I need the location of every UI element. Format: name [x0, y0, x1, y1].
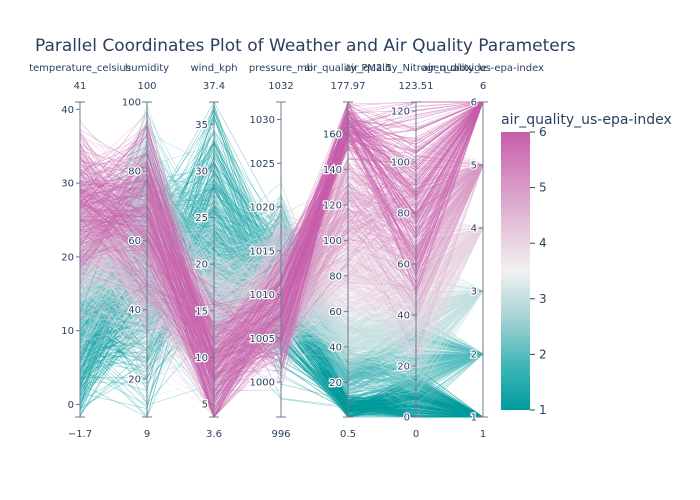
axis-tick-label: 5	[202, 399, 208, 410]
axis-tick-label: 5	[471, 161, 477, 172]
axis-tick-label: 100	[391, 157, 410, 168]
axis-tick-label: 60	[128, 236, 141, 247]
axis-min-label: 3.6	[206, 429, 222, 440]
axis-max-label: 100	[137, 81, 156, 92]
axis-max-label: 177.97	[331, 81, 366, 92]
axis-max-label: 1032	[268, 81, 293, 92]
axis-tick-label: 1030	[250, 115, 275, 126]
axis-tick-label: 1020	[250, 203, 275, 214]
axis-tick-label: 80	[397, 208, 410, 219]
axis-tick-label: 2	[471, 350, 477, 361]
axis-title: pressure_mb	[249, 63, 313, 74]
colorbar-tick-label: 6	[539, 125, 547, 139]
axis-pressure_mb: pressure_mb 1032 996 1000 1005 1010 1015 1020 10…	[248, 63, 313, 440]
axis-air_quality_PM2.5: air_quality_PM2.5 177.97 0.5 20 40 60 80 100 120…	[304, 63, 392, 440]
axis-title: air_quality_PM2.5	[304, 63, 392, 74]
axis-tick-label: 40	[61, 105, 74, 116]
colorbar-tick-label: 3	[539, 292, 547, 306]
axis-tick-label: 80	[128, 167, 141, 178]
axis-tick-label: 20	[61, 252, 74, 263]
axis-tick-label: 100	[122, 98, 141, 109]
axis-min-label: 0	[413, 429, 419, 440]
axis-max-label: 123.51	[399, 81, 434, 92]
colorbar-gradient	[501, 132, 530, 410]
axis-title: air_quality_us-epa-index	[422, 63, 544, 74]
axis-tick-label: 1000	[250, 378, 275, 389]
axis-tick-label: 3	[471, 287, 477, 298]
axis-tick-label: 1025	[250, 159, 275, 170]
axis-tick-label: 40	[397, 310, 410, 321]
axis-tick-label: 20	[329, 378, 342, 389]
axis-tick-label: 60	[397, 259, 410, 270]
colorbar-tick-label: 4	[539, 236, 547, 250]
colorbar-tick-label: 1	[539, 403, 547, 417]
axis-tick-label: 80	[329, 271, 342, 282]
colorbar: air_quality_us-epa-index 1 2 3 4 5 6	[501, 112, 672, 417]
axis-tick-label: 0	[68, 400, 74, 411]
colorbar-tick-label: 5	[539, 181, 547, 195]
axis-title: humidity	[125, 63, 169, 74]
axis-min-label: 0.5	[340, 429, 356, 440]
axis-tick-label: 25	[195, 213, 208, 224]
colorbar-title: air_quality_us-epa-index	[501, 112, 672, 128]
axis-title: air_quality_Nitrogen_dioxide	[345, 63, 486, 74]
axis-tick-label: 6	[471, 98, 477, 109]
axis-tick-label: 40	[329, 342, 342, 353]
axis-tick-label: 0	[404, 413, 410, 424]
colorbar-tick-label: 2	[539, 347, 547, 361]
axis-max-label: 6	[480, 81, 486, 92]
axis-max-label: 41	[74, 81, 87, 92]
axis-tick-label: 20	[397, 361, 410, 372]
axis-tick-label: 15	[195, 306, 208, 317]
axis-tick-label: 1010	[250, 290, 275, 301]
axis-tick-label: 20	[195, 260, 208, 271]
axis-tick-label: 1005	[250, 334, 275, 345]
axis-air_quality_Nitrogen_dioxide: air_quality_Nitrogen_dioxide 123.51 00 20 40…	[345, 63, 486, 440]
axis-tick-label: 20	[128, 374, 141, 385]
axis-min-label: 996	[271, 429, 290, 440]
axis-tick-label: 35	[195, 120, 208, 131]
axis-title: temperature_celsius	[29, 63, 131, 74]
axis-tick-label: 10	[195, 353, 208, 364]
axis-tick-label: 30	[61, 179, 74, 190]
axis-wind_kph: wind_kph 37.4 3.6 5 10 15 20 25 30 35	[190, 63, 237, 440]
axis-tick-label: 60	[329, 307, 342, 318]
axis-tick-label: 1015	[250, 246, 275, 257]
axis-min-label: 1	[480, 429, 486, 440]
axis-min-label: −1.7	[68, 429, 92, 440]
axis-tick-label: 160	[323, 129, 342, 140]
axis-title: wind_kph	[190, 63, 237, 74]
axis-tick-label: 1	[471, 413, 477, 424]
axis-tick-label: 4	[471, 224, 477, 235]
axis-temperature_celsius: temperature_celsius 41 −1.7 0 10 20 30 40	[29, 63, 131, 440]
axis-tick-label: 100	[323, 236, 342, 247]
axis-tick-label: 40	[128, 305, 141, 316]
axis-max-label: 37.4	[203, 81, 225, 92]
chart-title: Parallel Coordinates Plot of Weather and…	[35, 36, 576, 56]
axis-tick-label: 10	[61, 326, 74, 337]
axis-tick-label: 120	[323, 200, 342, 211]
axis-tick-label: 30	[195, 166, 208, 177]
axis-tick-label: 140	[323, 165, 342, 176]
axis-min-label: 9	[144, 429, 150, 440]
axis-humidity: humidity 100 9 20 40 60 80 100	[121, 63, 170, 440]
axes: temperature_celsius41−1.7010203040humidi…	[29, 63, 544, 440]
axis-tick-label: 120	[391, 106, 410, 117]
